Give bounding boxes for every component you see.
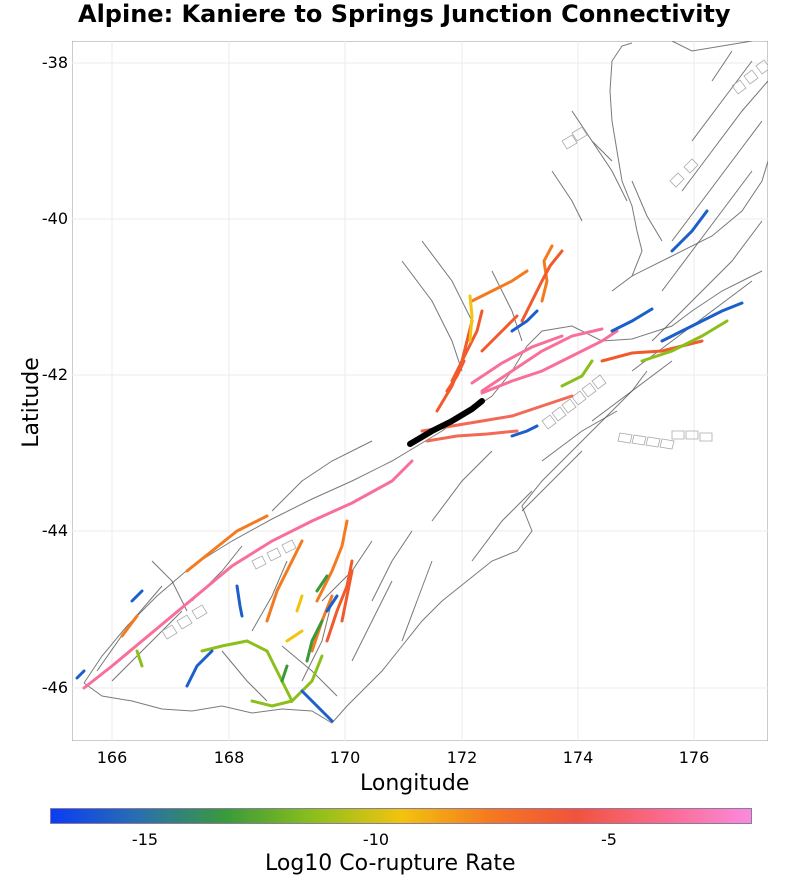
alpine-fault-trace <box>82 459 414 690</box>
colorbar-tick-label: -15 <box>131 830 159 849</box>
background-faults <box>96 50 768 702</box>
y-tick-label: -42 <box>41 365 68 384</box>
fault-surface-boxes <box>161 59 768 640</box>
x-tick-label: 166 <box>96 748 128 767</box>
y-axis-title: Latitude <box>18 357 44 448</box>
y-tick-label: -44 <box>41 521 68 540</box>
x-tick-label: 172 <box>446 748 478 767</box>
x-axis-title: Longitude <box>360 771 470 796</box>
grid-lines <box>72 41 768 741</box>
x-tick-label: 170 <box>329 748 361 767</box>
x-tick-label: 168 <box>213 748 245 767</box>
x-tick-label: 174 <box>562 748 594 767</box>
colorbar-tick-label: -5 <box>601 830 617 849</box>
y-tick-label: -46 <box>41 678 68 697</box>
map-title: Alpine: Kaniere to Springs Junction Conn… <box>78 0 731 28</box>
x-tick-label: 176 <box>678 748 710 767</box>
fault-map-plot <box>72 41 768 741</box>
y-tick-label: -40 <box>41 209 68 228</box>
colorbar-legend <box>50 808 752 824</box>
colorbar-tick-label: -10 <box>362 830 390 849</box>
kaniere-springs-junction-section <box>407 398 485 447</box>
colorbar-title: Log10 Co-rupture Rate <box>265 851 516 876</box>
y-tick-label: -38 <box>41 53 68 72</box>
